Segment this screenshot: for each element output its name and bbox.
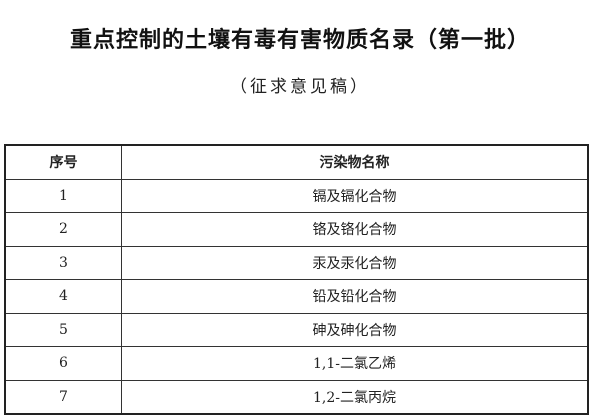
cell-serial-number: 1 — [4, 178, 122, 213]
cell-serial-number: 3 — [4, 245, 122, 280]
cell-pollutant-name: 镉及镉化合物 — [121, 178, 589, 213]
cell-serial-number: 5 — [4, 312, 122, 347]
table-row: 6 1,1-二氯乙烯 — [4, 346, 589, 381]
cell-serial-number: 6 — [4, 346, 122, 381]
cell-serial-number: 4 — [4, 279, 122, 314]
table-row: 3 汞及汞化合物 — [4, 245, 589, 280]
cell-pollutant-name: 1,2-二氯丙烷 — [121, 379, 589, 415]
pollutant-table: 序号 污染物名称 1 镉及镉化合物 2 铬及铬化合物 3 汞及汞化合物 4 铅及铅化合物 5 砷及… — [4, 144, 589, 415]
table-row: 4 铅及铅化合物 — [4, 279, 589, 314]
header-pollutant-name: 污染物名称 — [121, 144, 589, 180]
cell-serial-number: 2 — [4, 212, 122, 247]
cell-pollutant-name: 铬及铬化合物 — [121, 212, 589, 247]
table-header-row: 序号 污染物名称 — [4, 144, 589, 180]
table-row: 2 铬及铬化合物 — [4, 212, 589, 247]
table-row: 1 镉及镉化合物 — [4, 178, 589, 213]
header-serial-number: 序号 — [4, 144, 122, 180]
cell-pollutant-name: 1,1-二氯乙烯 — [121, 346, 589, 381]
cell-serial-number: 7 — [4, 379, 122, 415]
document-title: 重点控制的土壤有毒有害物质名录（第一批） — [69, 28, 530, 53]
cell-pollutant-name: 汞及汞化合物 — [121, 245, 589, 280]
document-subtitle: （征求意见稿） — [230, 77, 370, 97]
cell-pollutant-name: 铅及铅化合物 — [121, 279, 589, 314]
cell-pollutant-name: 砷及砷化合物 — [121, 312, 589, 347]
table-row: 5 砷及砷化合物 — [4, 312, 589, 347]
table-row: 7 1,2-二氯丙烷 — [4, 379, 589, 415]
